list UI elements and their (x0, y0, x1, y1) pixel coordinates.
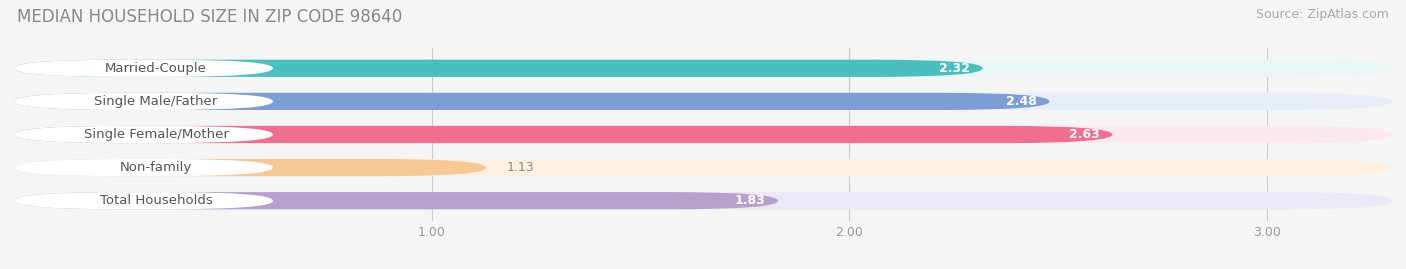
Text: Total Households: Total Households (100, 194, 212, 207)
FancyBboxPatch shape (14, 60, 983, 77)
FancyBboxPatch shape (14, 126, 1392, 143)
FancyBboxPatch shape (14, 159, 273, 176)
FancyBboxPatch shape (14, 93, 1392, 110)
FancyBboxPatch shape (14, 126, 273, 143)
FancyBboxPatch shape (14, 159, 486, 176)
Text: MEDIAN HOUSEHOLD SIZE IN ZIP CODE 98640: MEDIAN HOUSEHOLD SIZE IN ZIP CODE 98640 (17, 8, 402, 26)
FancyBboxPatch shape (14, 93, 1049, 110)
FancyBboxPatch shape (14, 192, 778, 209)
FancyBboxPatch shape (14, 60, 1392, 77)
Text: 2.48: 2.48 (1007, 95, 1038, 108)
Text: 2.63: 2.63 (1069, 128, 1099, 141)
FancyBboxPatch shape (14, 192, 1392, 209)
FancyBboxPatch shape (14, 192, 273, 209)
Text: Married-Couple: Married-Couple (105, 62, 207, 75)
Text: Source: ZipAtlas.com: Source: ZipAtlas.com (1256, 8, 1389, 21)
Text: 1.83: 1.83 (735, 194, 766, 207)
Text: Single Male/Father: Single Male/Father (94, 95, 218, 108)
Text: Single Female/Mother: Single Female/Mother (83, 128, 228, 141)
FancyBboxPatch shape (14, 93, 273, 110)
Text: 1.13: 1.13 (506, 161, 534, 174)
Text: Non-family: Non-family (120, 161, 193, 174)
FancyBboxPatch shape (14, 159, 1392, 176)
FancyBboxPatch shape (14, 60, 273, 77)
Text: 2.32: 2.32 (939, 62, 970, 75)
FancyBboxPatch shape (14, 126, 1112, 143)
